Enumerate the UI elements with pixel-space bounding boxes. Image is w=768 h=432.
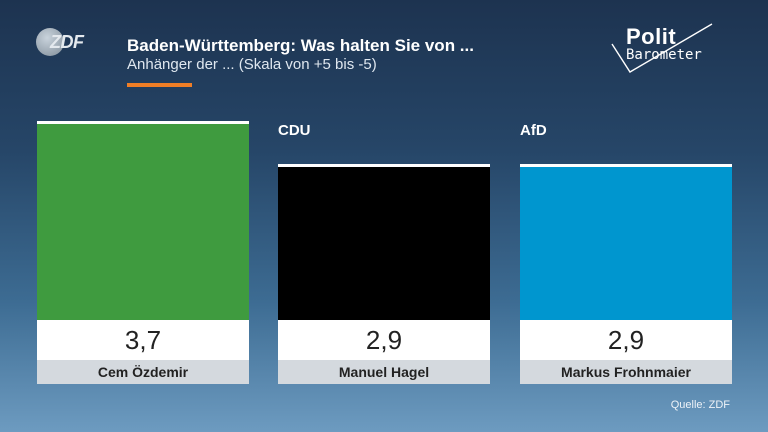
zdf-logo: ZDF: [36, 28, 90, 56]
value-label: 2,9: [278, 320, 490, 360]
bar: [278, 164, 490, 320]
zdf-logo-text: ZDF: [50, 32, 84, 52]
logo-line-polit: Polit: [626, 24, 677, 49]
person-label: Markus Frohnmaier: [520, 360, 732, 384]
source-note: Quelle: ZDF: [670, 399, 730, 411]
bar: [37, 121, 249, 320]
accent-underline: [127, 83, 192, 87]
zdf-logo-disc: [36, 28, 64, 56]
chart-title: Baden-Württemberg: Was halten Sie von ..…: [127, 36, 474, 55]
checkmark-icon: [611, 23, 713, 73]
value-label: 2,9: [520, 320, 732, 360]
person-label: Manuel Hagel: [278, 360, 490, 384]
logo-line-barometer: Barometer: [626, 47, 702, 63]
value-label: 3,7: [37, 320, 249, 360]
person-label: Cem Özdemir: [37, 360, 249, 384]
party-label: AfD: [520, 122, 547, 139]
chart-subtitle: Anhänger der ... (Skala von +5 bis -5): [127, 56, 377, 73]
bar: [520, 164, 732, 320]
politbarometer-logo: Polit Barometer: [608, 22, 732, 76]
party-label: CDU: [278, 122, 311, 139]
